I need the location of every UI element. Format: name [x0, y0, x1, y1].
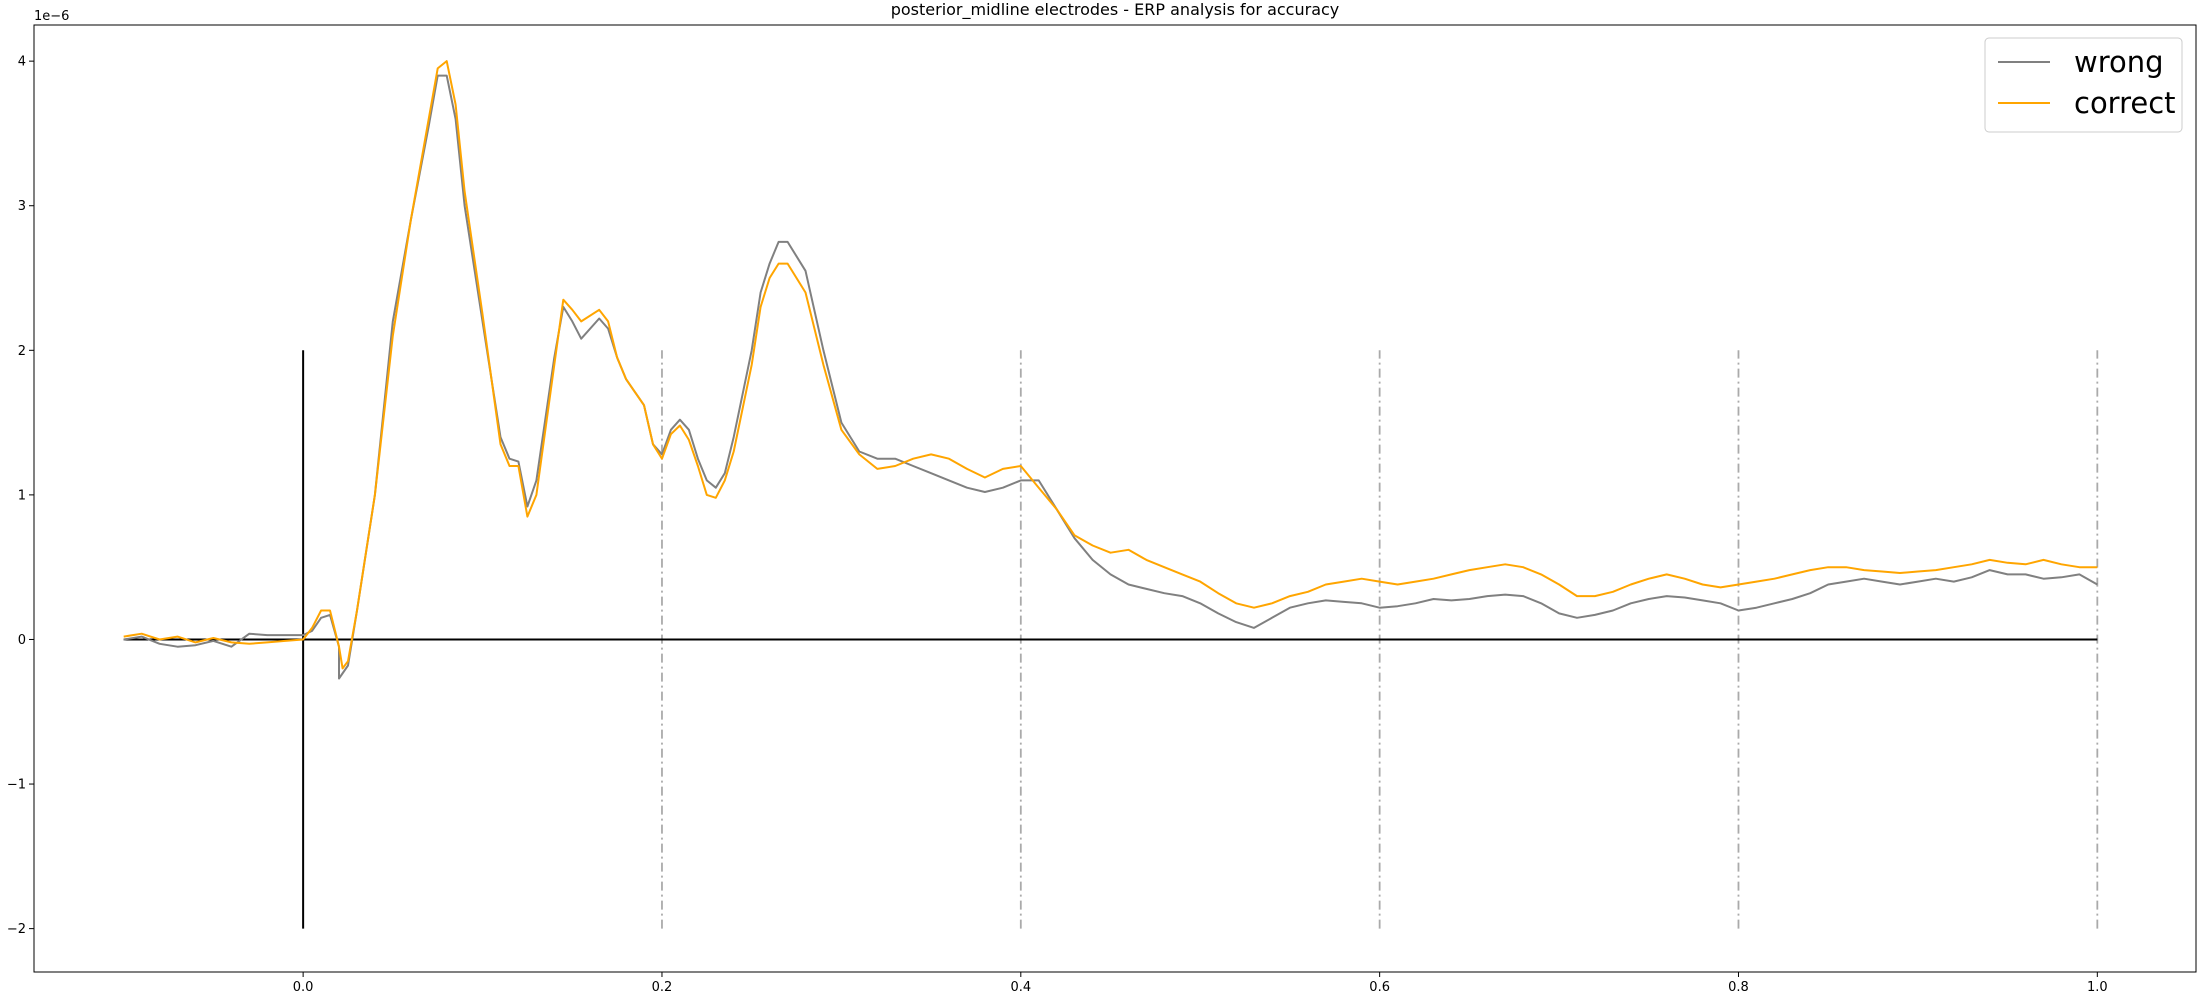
legend: wrong correct: [1984, 37, 2183, 133]
x-tick-label: 0.8: [1728, 980, 1749, 995]
x-tick-label: 0.2: [652, 980, 673, 995]
legend-label-wrong: wrong: [2074, 45, 2164, 79]
series-line-wrong: [123, 74, 2098, 680]
x-axis-ticks: 0.0 0.2 0.4 0.6 0.8 1.0: [293, 972, 2108, 995]
y-offset-label: 1e−6: [34, 9, 69, 24]
x-tick-label: 0.0: [293, 980, 314, 995]
reference-lines: [123, 350, 2099, 929]
y-tick-label: 1: [18, 488, 26, 503]
chart-title: posterior_midline electrodes - ERP analy…: [891, 0, 1340, 20]
y-tick-label: −1: [7, 778, 26, 793]
y-tick-label: 2: [18, 344, 26, 359]
series-lines: [123, 60, 2098, 680]
series-line-correct: [123, 60, 2098, 670]
y-axis-ticks: −2 −1 0 1 2 3 4: [7, 55, 34, 937]
axes-frame: [33, 24, 2197, 973]
y-tick-label: 0: [18, 633, 26, 648]
x-tick-label: 0.6: [1369, 980, 1390, 995]
legend-label-correct: correct: [2074, 86, 2176, 120]
y-tick-label: 4: [18, 55, 26, 70]
x-tick-label: 0.4: [1010, 980, 1031, 995]
y-tick-label: −2: [7, 922, 26, 937]
y-tick-label: 3: [18, 199, 26, 214]
x-tick-label: 1.0: [2087, 980, 2108, 995]
